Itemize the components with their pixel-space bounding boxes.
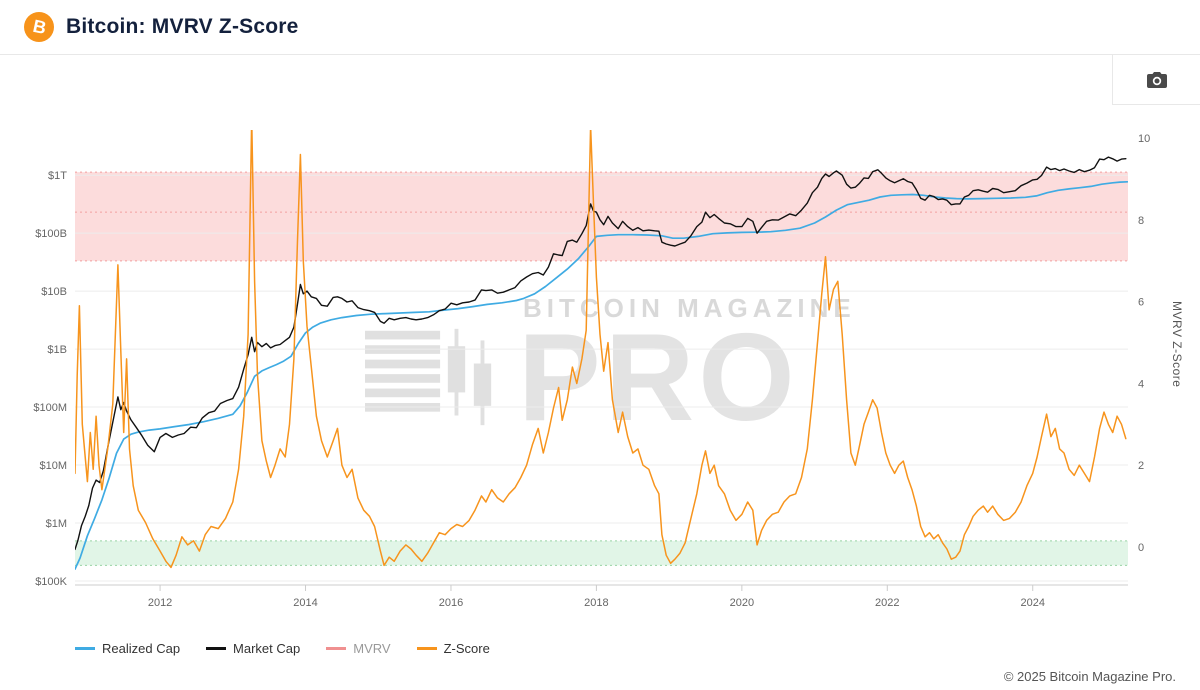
right-axis-label: 2 [1138,460,1144,472]
x-axis-label: 2012 [148,597,172,609]
left-axis-label: $1B [47,344,67,356]
left-axis-label: $100M [33,402,67,414]
series-line-market-cap [75,156,1127,551]
mvrv-zscore-chart[interactable]: $100K $1M $10M $100M $1B $10B $100B $1T 0 2 4 6 8 10 2… [0,105,1200,625]
screenshot-camera-button[interactable] [1139,62,1175,98]
toolbar [0,55,1200,105]
bitcoin-logo-icon: B [24,12,54,42]
legend-marker-z-score [416,646,437,650]
x-axis-label: 2020 [730,597,754,609]
right-axis-title: MVRV Z-Score [1170,301,1184,388]
x-axis-label: 2018 [584,597,608,609]
left-axis-label: $10B [41,286,67,298]
right-axis-label: 8 [1138,215,1144,227]
legend-marker-mvrv [326,646,347,650]
left-axis-label: $100K [35,576,67,588]
chart-area: BITCOIN MAGAZINE PRO $100K $1M $10M $100M $1… [0,105,1200,625]
bitcoin-b-glyph: B [30,15,48,38]
right-axis-label: 4 [1138,378,1144,390]
mvrv-upper-band [75,172,1128,261]
x-axis-label: 2014 [293,597,317,609]
legend-label-mvrv: MVRV [353,640,391,656]
legend-marker-market-cap [206,646,227,650]
right-axis-label: 10 [1138,133,1150,145]
copyright-text: © 2025 Bitcoin Magazine Pro. [1003,669,1176,684]
left-axis-label: $10M [39,460,67,472]
mvrv-lower-band [75,540,1128,566]
x-axis-label: 2022 [875,597,899,609]
camera-icon [1146,71,1167,88]
legend-label-z-score: Z-Score [443,640,490,656]
series-line-z-score [75,130,1127,569]
left-axis-label: $1T [48,170,67,182]
right-axis-label: 6 [1138,297,1144,309]
legend-item-realized-cap[interactable]: Realized Cap [75,641,180,656]
legend-item-z-score[interactable]: Z-Score [416,640,490,656]
legend-marker-realized-cap [75,646,95,650]
left-axis-label: $1M [46,518,67,530]
camera-cell [1112,55,1200,105]
legend-item-mvrv[interactable]: MVRV [326,640,391,656]
header: B Bitcoin: MVRV Z-Score [0,0,1200,55]
legend: Realized Cap Market Cap MVRV Z-Score [0,637,1200,659]
legend-label-realized-cap: Realized Cap [102,640,181,656]
left-axis-label: $100B [35,228,67,240]
legend-item-market-cap[interactable]: Market Cap [206,641,300,656]
legend-label-market-cap: Market Cap [233,640,301,656]
x-axis-label: 2016 [439,597,463,609]
x-axis-label: 2024 [1020,597,1044,609]
right-axis-label: 0 [1138,542,1144,554]
footer: © 2025 Bitcoin Magazine Pro. [0,659,1200,684]
series-line-realized-cap [75,180,1128,570]
page-title: Bitcoin: MVRV Z-Score [66,15,299,38]
